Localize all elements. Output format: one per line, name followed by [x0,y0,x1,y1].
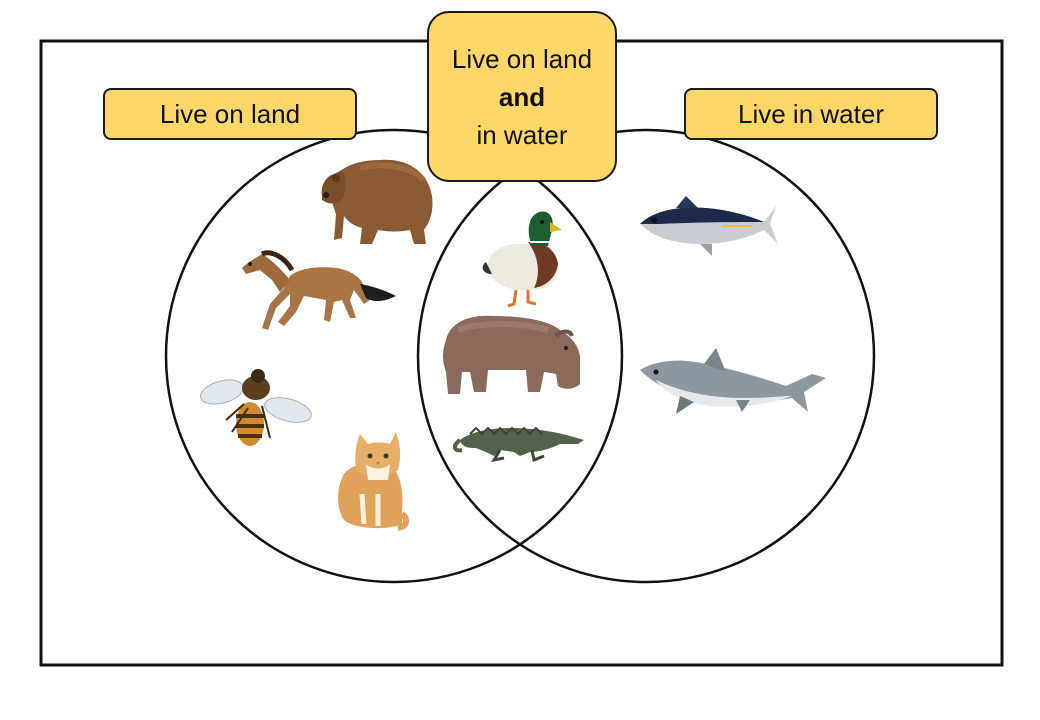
label-live-on-land: Live on land [103,88,357,140]
label-live-on-land-text: Live on land [159,98,301,129]
label-live-in-water: Live in water [684,88,938,140]
shark-image [640,348,826,414]
label-both-line2: and [498,81,546,112]
crocodile-image [453,426,584,463]
bee-image [200,369,312,446]
hippo-image [443,315,580,394]
tuna-image [640,196,778,256]
horse-image [242,250,396,330]
duck-image [482,211,562,308]
label-live-on-land-and-in-water: Live on land and in water [427,11,617,182]
bear-image [321,159,433,244]
water-circle [416,128,876,584]
label-live-in-water-text: Live in water [738,98,884,129]
land-circle [164,128,624,584]
cat-image [338,432,410,531]
label-both-line3: in water [476,119,568,150]
label-both-line1: Live on land [451,43,593,74]
